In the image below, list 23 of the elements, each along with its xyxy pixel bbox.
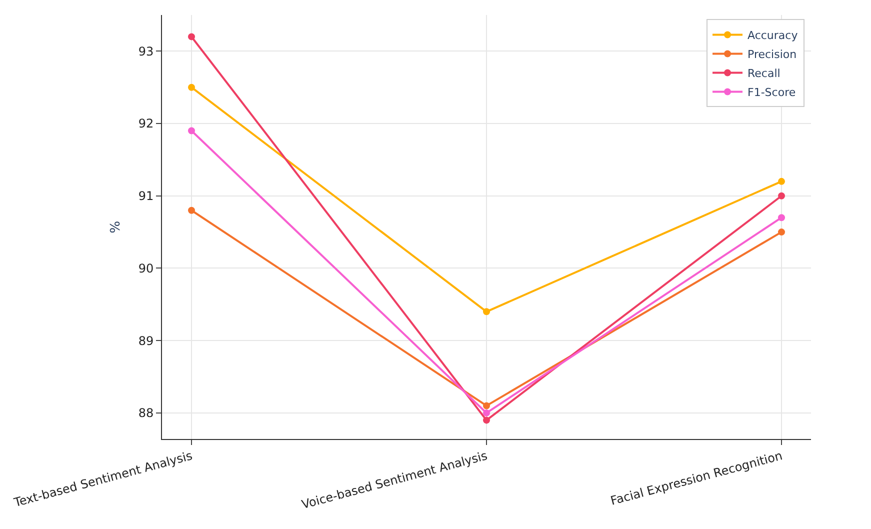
- point: [188, 33, 195, 40]
- point: [483, 409, 490, 416]
- point: [778, 178, 785, 185]
- y-tick-label: 91: [138, 189, 154, 204]
- point: [483, 416, 490, 424]
- y-tick-label: 92: [138, 116, 154, 131]
- y-tick-label: 88: [138, 406, 154, 420]
- y-tick-label: 89: [138, 334, 154, 348]
- legend-label: Precision: [748, 48, 797, 62]
- point: [188, 127, 195, 134]
- point: [778, 192, 785, 200]
- y-tick-label: 90: [138, 261, 154, 276]
- y-tick-label: 93: [138, 44, 154, 58]
- legend-label: Recall: [748, 67, 780, 80]
- point: [188, 84, 195, 91]
- y-axis-title: %: [108, 220, 124, 234]
- point: [778, 214, 785, 222]
- point: [483, 308, 490, 316]
- point: [483, 402, 490, 410]
- point: [188, 206, 195, 214]
- legend-label: F1-Score: [748, 86, 796, 100]
- legend-label: Accuracy: [748, 29, 798, 42]
- point: [778, 228, 785, 236]
